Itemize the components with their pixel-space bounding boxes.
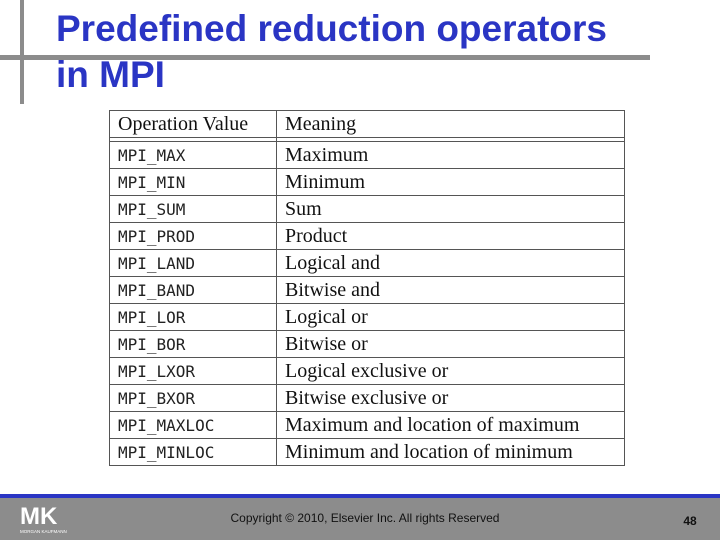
reduction-operators-table: Operation Value Meaning MPI_MAX Maximum MP… xyxy=(109,110,625,466)
decorative-vertical-line xyxy=(20,0,24,104)
table-row: MPI_MAXLOC Maximum and location of maximu… xyxy=(109,411,625,439)
header-meaning: Meaning xyxy=(276,110,625,138)
footer-accent-line xyxy=(0,494,720,498)
meaning-cell: Bitwise and xyxy=(276,276,625,304)
meaning-cell: Product xyxy=(276,222,625,250)
table-row: MPI_MINLOC Minimum and location of minimu… xyxy=(109,438,625,466)
table-row: MPI_BXOR Bitwise exclusive or xyxy=(109,384,625,412)
table-row: MPI_BAND Bitwise and xyxy=(109,276,625,304)
logo-mark: MK xyxy=(20,503,58,530)
operation-value-cell: MPI_MAXLOC xyxy=(109,411,277,439)
meaning-cell: Maximum xyxy=(276,141,625,169)
page-number: 48 xyxy=(683,514,697,528)
footer-bar xyxy=(0,494,720,540)
table-row: MPI_LXOR Logical exclusive or xyxy=(109,357,625,385)
table-header-row: Operation Value Meaning xyxy=(109,110,625,138)
meaning-cell: Maximum and location of maximum xyxy=(276,411,625,439)
meaning-cell: Logical exclusive or xyxy=(276,357,625,385)
operation-value-cell: MPI_LAND xyxy=(109,249,277,277)
operation-value-cell: MPI_LXOR xyxy=(109,357,277,385)
table-row: MPI_LOR Logical or xyxy=(109,303,625,331)
operation-value-cell: MPI_BOR xyxy=(109,330,277,358)
morgan-kaufmann-logo: MK MORGAN KAUFMANN xyxy=(20,503,67,534)
meaning-cell: Minimum xyxy=(276,168,625,196)
operation-value-cell: MPI_LOR xyxy=(109,303,277,331)
operation-value-cell: MPI_MINLOC xyxy=(109,438,277,466)
table-row: MPI_MAX Maximum xyxy=(109,141,625,169)
decorative-horizontal-line xyxy=(0,55,650,60)
meaning-cell: Bitwise or xyxy=(276,330,625,358)
meaning-cell: Logical or xyxy=(276,303,625,331)
meaning-cell: Logical and xyxy=(276,249,625,277)
operation-value-cell: MPI_BXOR xyxy=(109,384,277,412)
operation-value-cell: MPI_BAND xyxy=(109,276,277,304)
table-row: MPI_BOR Bitwise or xyxy=(109,330,625,358)
operation-value-cell: MPI_MIN xyxy=(109,168,277,196)
table-row: MPI_SUM Sum xyxy=(109,195,625,223)
meaning-cell: Bitwise exclusive or xyxy=(276,384,625,412)
slide-title: Predefined reduction operators in MPI xyxy=(56,6,696,98)
slide-title-line-2: in MPI xyxy=(56,54,165,95)
copyright-text: Copyright © 2010, Elsevier Inc. All righ… xyxy=(230,511,500,525)
meaning-cell: Sum xyxy=(276,195,625,223)
header-operation-value: Operation Value xyxy=(109,110,277,138)
operation-value-cell: MPI_MAX xyxy=(109,141,277,169)
table-row: MPI_LAND Logical and xyxy=(109,249,625,277)
table-row: MPI_MIN Minimum xyxy=(109,168,625,196)
table-body: MPI_MAX Maximum MPI_MIN Minimum MPI_SUM Sum MP… xyxy=(109,137,625,466)
operation-value-cell: MPI_SUM xyxy=(109,195,277,223)
table-row: MPI_PROD Product xyxy=(109,222,625,250)
logo-caption: MORGAN KAUFMANN xyxy=(20,529,67,534)
meaning-cell: Minimum and location of minimum xyxy=(276,438,625,466)
operation-value-cell: MPI_PROD xyxy=(109,222,277,250)
slide-title-line-1: Predefined reduction operators xyxy=(56,8,607,49)
